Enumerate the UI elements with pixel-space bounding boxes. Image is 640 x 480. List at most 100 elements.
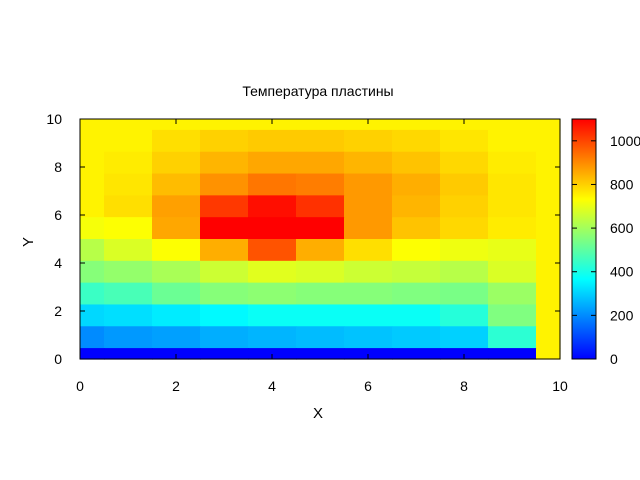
colorbar-tick-label: 1000 bbox=[610, 133, 640, 149]
y-tick-label: 0 bbox=[54, 351, 62, 367]
heatmap-cell bbox=[80, 239, 105, 262]
heatmap-cell bbox=[296, 239, 345, 262]
heatmap-cell bbox=[296, 195, 345, 218]
x-tick-label: 4 bbox=[268, 378, 276, 394]
heatmap-cell bbox=[344, 195, 393, 218]
heatmap-cell bbox=[440, 151, 489, 175]
heatmap-cell bbox=[296, 260, 345, 284]
heatmap-cell bbox=[200, 217, 249, 240]
heatmap-cell bbox=[104, 119, 153, 131]
heatmap-cell bbox=[152, 326, 201, 349]
heatmap-cell bbox=[80, 304, 105, 327]
colorbar-tick-label: 600 bbox=[610, 220, 634, 236]
heatmap-cell bbox=[440, 217, 489, 240]
heatmap-cell bbox=[488, 348, 537, 360]
heatmap-cell bbox=[248, 195, 297, 218]
heatmap-cell bbox=[392, 304, 441, 327]
heatmap-cell bbox=[152, 282, 201, 306]
x-tick-label: 8 bbox=[460, 378, 468, 394]
heatmap-cell bbox=[344, 304, 393, 327]
heatmap-cell bbox=[152, 129, 201, 153]
heatmap-cell bbox=[200, 119, 249, 131]
heatmap-cell bbox=[200, 173, 249, 196]
heatmap-cell bbox=[536, 151, 561, 175]
heatmap-cell bbox=[488, 119, 537, 131]
heatmap-cell bbox=[104, 129, 153, 153]
heatmap-cell bbox=[152, 195, 201, 218]
heatmap-cell bbox=[344, 217, 393, 240]
heatmap-cell bbox=[80, 348, 105, 360]
heatmap-cell bbox=[80, 173, 105, 196]
heatmap-cell bbox=[200, 282, 249, 306]
heatmap-cell bbox=[536, 217, 561, 240]
heatmap-cell bbox=[104, 151, 153, 175]
heatmap-cell bbox=[536, 304, 561, 327]
heatmap-cell bbox=[80, 260, 105, 284]
heatmap-cell bbox=[392, 173, 441, 196]
y-tick-label: 2 bbox=[54, 303, 62, 319]
heatmap-cell bbox=[104, 326, 153, 349]
heatmap-cell bbox=[200, 326, 249, 349]
heatmap-cell bbox=[248, 129, 297, 153]
colorbar-tick-label: 400 bbox=[610, 264, 634, 280]
heatmap-cell bbox=[440, 348, 489, 360]
heatmap-cell bbox=[440, 195, 489, 218]
x-tick-label: 0 bbox=[76, 378, 84, 394]
heatmap-cell bbox=[536, 326, 561, 349]
heatmap-cell bbox=[152, 348, 201, 360]
heatmap-cell bbox=[536, 282, 561, 306]
heatmap-cell bbox=[296, 129, 345, 153]
heatmap-cell bbox=[80, 151, 105, 175]
heatmap-cell bbox=[248, 282, 297, 306]
heatmap-cell bbox=[536, 239, 561, 262]
heatmap-cell bbox=[488, 239, 537, 262]
heatmap-cell bbox=[248, 260, 297, 284]
heatmap-cell bbox=[80, 129, 105, 153]
heatmap-cell bbox=[344, 239, 393, 262]
colorbar-tick-label: 0 bbox=[610, 351, 618, 367]
heatmap-cell bbox=[344, 326, 393, 349]
heatmap-cell bbox=[440, 129, 489, 153]
heatmap-cell bbox=[152, 151, 201, 175]
heatmap-cell bbox=[248, 239, 297, 262]
y-tick-label: 4 bbox=[54, 255, 62, 271]
heatmap-cell bbox=[344, 173, 393, 196]
heatmap-cell bbox=[440, 304, 489, 327]
colorbar-ticks: 0 200 400 600 800 1000 bbox=[572, 133, 640, 367]
heatmap-cell bbox=[200, 151, 249, 175]
heatmap-cell bbox=[80, 217, 105, 240]
x-tick-label: 6 bbox=[364, 378, 372, 394]
heatmap-cell bbox=[344, 348, 393, 360]
heatmap-cell bbox=[248, 173, 297, 196]
heatmap-cell bbox=[152, 260, 201, 284]
heatmap-cell bbox=[152, 239, 201, 262]
heatmap-cell bbox=[392, 217, 441, 240]
plot-frame bbox=[79, 118, 561, 360]
heatmap-cell bbox=[200, 260, 249, 284]
heatmap-cell bbox=[440, 326, 489, 349]
heatmap-cell bbox=[488, 217, 537, 240]
heatmap-cell bbox=[392, 119, 441, 131]
heatmap-cell bbox=[392, 195, 441, 218]
heatmap-cell bbox=[488, 260, 537, 284]
heatmap-cell bbox=[344, 151, 393, 175]
heatmap-cell bbox=[536, 195, 561, 218]
heatmap-cell bbox=[152, 173, 201, 196]
heatmap-cell bbox=[200, 195, 249, 218]
heatmap-cell bbox=[296, 326, 345, 349]
heatmap-cell bbox=[392, 239, 441, 262]
heatmap-cell bbox=[440, 282, 489, 306]
x-tick-label: 10 bbox=[552, 378, 568, 394]
heatmap-cell bbox=[488, 326, 537, 349]
x-axis-label: X bbox=[313, 405, 323, 422]
heatmap-cell bbox=[296, 282, 345, 306]
heatmap-cell bbox=[488, 129, 537, 153]
heatmap-cell bbox=[296, 348, 345, 360]
heatmap-cell bbox=[104, 348, 153, 360]
colorbar-tick-label: 800 bbox=[610, 176, 634, 192]
heatmap-cell bbox=[440, 173, 489, 196]
heatmap-cell bbox=[488, 151, 537, 175]
heatmap-cell bbox=[104, 195, 153, 218]
heatmap-cell bbox=[488, 195, 537, 218]
